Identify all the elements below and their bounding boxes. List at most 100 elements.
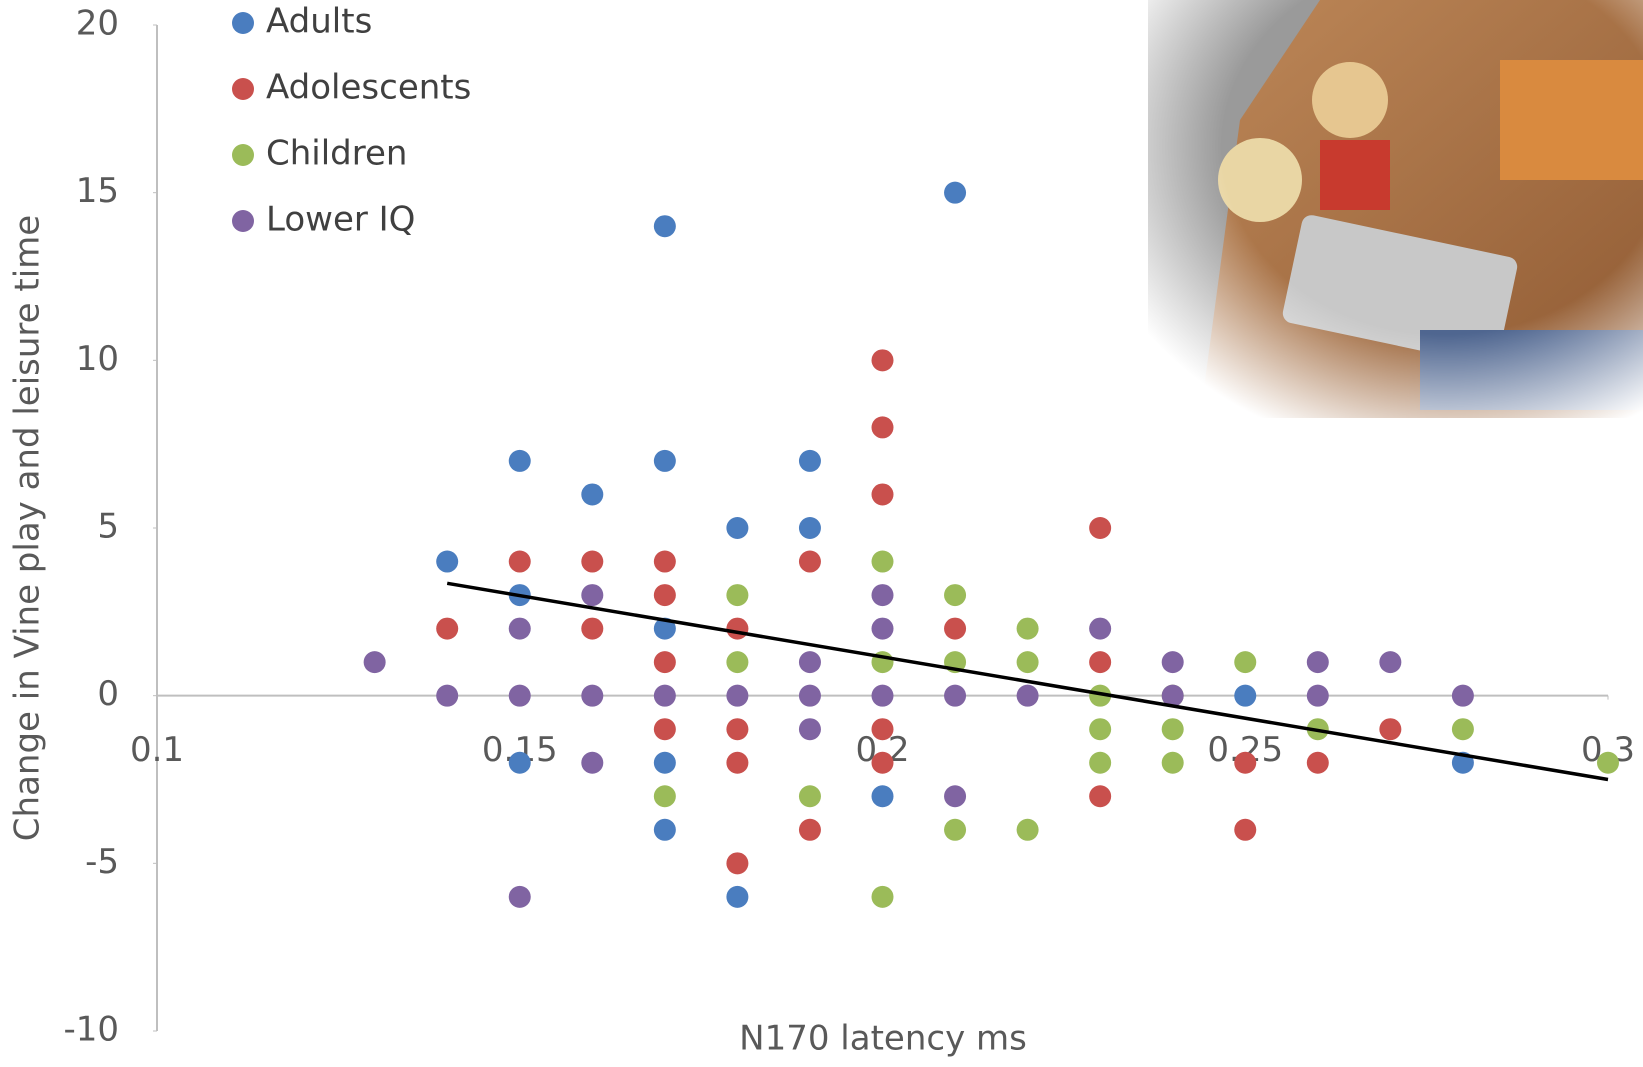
point [726,752,748,774]
legend-label: Lower IQ [266,200,415,240]
point [1234,685,1256,707]
y-tick-label: 15 [76,171,119,211]
y-tick-label: 20 [76,4,119,44]
point [654,551,676,573]
point [1162,752,1184,774]
point [436,551,458,573]
point [654,819,676,841]
point [872,886,894,908]
point [1089,752,1111,774]
point [799,517,821,539]
point [799,651,821,673]
point [944,182,966,204]
point [944,584,966,606]
point [726,517,748,539]
point [726,718,748,740]
point [654,215,676,237]
point [654,785,676,807]
x-axis-label: N170 latency ms [739,1019,1027,1059]
point [726,886,748,908]
point [872,718,894,740]
point [726,618,748,640]
point [654,584,676,606]
point [872,685,894,707]
point [799,785,821,807]
point [1017,685,1039,707]
legend: Adults Adolescents Children Lower IQ [232,2,471,240]
point [1089,718,1111,740]
point [581,551,603,573]
point [944,785,966,807]
legend-marker [232,144,254,166]
y-tick-label: 0 [97,674,119,714]
point [1307,685,1329,707]
point [509,618,531,640]
point [1089,785,1111,807]
point [654,651,676,673]
x-tick-label: 0.1 [130,730,184,770]
point [1234,752,1256,774]
photo [1148,0,1643,418]
point [872,551,894,573]
point [581,685,603,707]
point [799,819,821,841]
y-tick-label: -5 [85,842,119,882]
point [872,752,894,774]
point [799,551,821,573]
point [799,718,821,740]
point [654,450,676,472]
trendline [447,583,1608,779]
point [1089,618,1111,640]
point [872,483,894,505]
point [872,416,894,438]
point [726,685,748,707]
point [654,718,676,740]
point [799,685,821,707]
point [581,618,603,640]
point [872,584,894,606]
legend-marker [232,210,254,232]
point [1307,651,1329,673]
legend-label: Adolescents [266,68,471,108]
y-tick-label: 5 [97,507,119,547]
point [1452,685,1474,707]
point [654,752,676,774]
legend-label: Adults [266,2,372,42]
point [799,450,821,472]
point [1089,517,1111,539]
point [944,618,966,640]
legend-marker [232,78,254,100]
point [726,651,748,673]
point [1452,718,1474,740]
point [944,685,966,707]
legend-marker [232,12,254,34]
point [509,752,531,774]
point [654,685,676,707]
point [1307,752,1329,774]
point [1017,819,1039,841]
point [1234,651,1256,673]
point [436,685,458,707]
y-tick-label: -10 [63,1010,119,1050]
point [872,618,894,640]
point [436,618,458,640]
point [1597,752,1619,774]
point [726,584,748,606]
point [581,584,603,606]
point [1017,651,1039,673]
point [872,785,894,807]
legend-label: Children [266,134,407,174]
point [509,450,531,472]
point [581,483,603,505]
point [1089,651,1111,673]
y-axis-label: Change in Vine play and leisure time [8,215,48,841]
y-tick-label: 10 [76,339,119,379]
point [1162,651,1184,673]
chart: -10-5051015200.10.150.20.250.3 AdultsAdo… [0,0,1643,1067]
point [944,819,966,841]
point [1379,651,1401,673]
point [872,349,894,371]
point [509,551,531,573]
point [1162,718,1184,740]
point [726,852,748,874]
